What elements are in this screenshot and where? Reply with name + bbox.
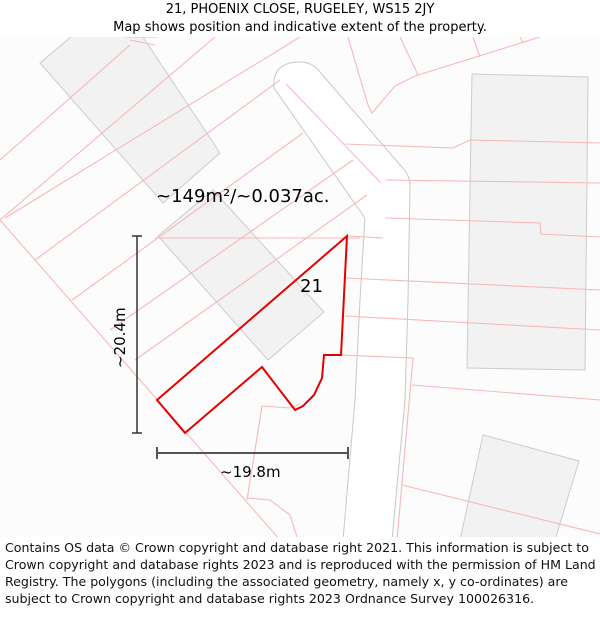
copyright-attribution: Contains OS data © Crown copyright and d… [5, 540, 596, 606]
property-boundary-outline[interactable] [155, 233, 349, 435]
buildings [39, 37, 589, 537]
horizontal-dimension-label: ~19.8m [220, 463, 281, 481]
building [466, 73, 589, 371]
map-header: 21, PHOENIX CLOSE, RUGELEY, WS15 2JY Map… [0, 0, 600, 39]
property-address-title: 21, PHOENIX CLOSE, RUGELEY, WS15 2JY [165, 2, 435, 17]
map-subtitle: Map shows position and indicative extent… [113, 20, 487, 35]
area-label: ~149m²/~0.037ac. [156, 186, 330, 207]
vertical-dimension-line [132, 235, 142, 434]
vertical-dimension-label: ~20.4m [111, 307, 129, 368]
building [460, 434, 580, 537]
building [157, 189, 325, 361]
building [39, 37, 221, 204]
horizontal-dimension-line [156, 447, 349, 459]
parcel-boundaries [0, 37, 600, 537]
road-phoenix-close [273, 61, 411, 537]
plot-number-label: 21 [300, 276, 323, 297]
property-map[interactable]: ~149m²/~0.037ac. 21 ~19.8m ~20.4m [0, 37, 600, 537]
